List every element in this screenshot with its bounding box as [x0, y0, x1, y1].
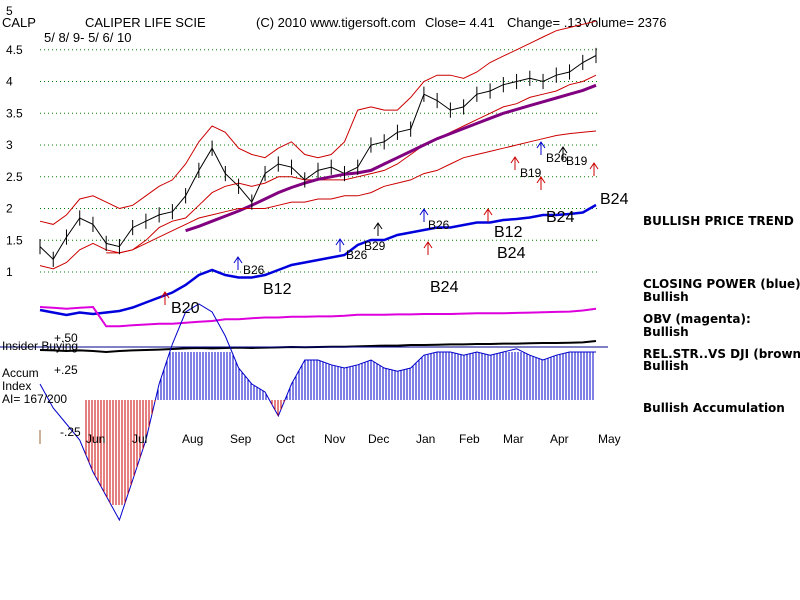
y-tick-label: 1.5	[6, 233, 23, 247]
price-axis: 4.5 4 3.5 3 2.5 2 1.5 1	[6, 43, 23, 279]
accumulation-histogram	[85, 352, 594, 505]
obv-label: OBV (magenta):	[643, 312, 751, 326]
date-range: 5/ 8/ 9- 5/ 6/ 10	[44, 30, 131, 45]
month-label: Sep	[230, 432, 252, 446]
accumulation-label: Bullish Accumulation	[643, 401, 785, 415]
signal-label: B24	[497, 245, 526, 262]
relstr-label: REL.STR..VS DJI (brown):	[643, 347, 800, 361]
accum-label-3: AI= 167/200	[2, 392, 67, 406]
month-label: Oct	[276, 432, 295, 446]
month-label: Mar	[503, 432, 524, 446]
trend-label: BULLISH PRICE TREND	[643, 214, 794, 228]
signal-arrow-head	[160, 291, 170, 299]
price-bars	[39, 47, 597, 267]
signal-label: B26	[428, 218, 450, 232]
plus25-label: +.25	[54, 363, 78, 377]
y-tick-label: 4	[6, 75, 13, 89]
month-label: Apr	[550, 432, 569, 446]
signal-arrow-head	[423, 241, 433, 249]
signal-label: B19	[566, 154, 588, 168]
copyright: (C) 2010 www.tigersoft.com	[256, 15, 416, 30]
closing-power-value: Bullish	[643, 290, 689, 304]
month-label: Nov	[324, 432, 345, 446]
y-tick-label: 2	[6, 202, 13, 216]
plus50-label: +.50	[54, 331, 78, 345]
month-label: Jun	[86, 432, 105, 446]
close-value: Close= 4.41	[425, 15, 495, 30]
y-tick-label: 2.5	[6, 170, 23, 184]
price-gridlines	[40, 49, 600, 273]
month-label: Aug	[182, 432, 203, 446]
month-label: Dec	[368, 432, 389, 446]
signal-arrow-head	[510, 156, 520, 164]
y-tick-label: 3.5	[6, 106, 23, 120]
signal-label: B20	[171, 300, 200, 317]
signal-label: B26	[546, 151, 568, 165]
month-label: Jan	[416, 432, 435, 446]
accum-label-1: Accum	[2, 366, 39, 380]
y-tick-label: 3	[6, 138, 13, 152]
y-tick-label: 1	[6, 265, 13, 279]
signal-arrow-head	[558, 146, 568, 154]
signal-arrow-head	[335, 238, 345, 246]
change-value: Change= .13	[507, 15, 582, 30]
series-accum-index	[39, 303, 596, 522]
series-upper-band	[39, 20, 597, 225]
signal-arrow-head	[419, 208, 429, 216]
signal-arrow-head	[536, 141, 546, 149]
obv-value: Bullish	[643, 325, 689, 339]
signal-label: B12	[494, 224, 523, 241]
signal-arrow-head	[233, 256, 243, 264]
company-name: CALIPER LIFE SCIE	[85, 15, 206, 30]
signal-arrows	[160, 141, 599, 305]
closing-power-label: CLOSING POWER (blue):	[643, 277, 800, 291]
accum-label-2: Index	[2, 379, 31, 393]
signal-label: B29	[364, 239, 386, 253]
signal-arrow-head	[483, 208, 493, 216]
month-label: Feb	[459, 432, 480, 446]
signal-arrow-head	[589, 162, 599, 170]
signal-label: B26	[243, 263, 265, 277]
series-lower-trend-band	[106, 130, 597, 254]
month-label: May	[598, 432, 621, 446]
month-axis: Jun Jul Aug Sep Oct Nov Dec Jan Feb Mar Apr May	[86, 432, 621, 446]
series-65-dma	[185, 83, 597, 233]
y-tick-label: 4.5	[6, 43, 23, 57]
series-closing-power-blue	[39, 203, 597, 317]
series-layer	[39, 20, 597, 522]
signal-arrow-head	[373, 222, 383, 230]
relstr-value: Bullish	[643, 359, 689, 373]
signal-arrow-head	[536, 176, 546, 184]
symbol: CALP	[2, 15, 36, 30]
signal-label: B19	[520, 166, 542, 180]
signal-label: B26	[346, 248, 368, 262]
series-obv-magenta	[39, 305, 597, 328]
signal-label: B12	[263, 281, 292, 298]
signal-label: B24	[546, 209, 575, 226]
signal-label: B24	[430, 279, 459, 296]
minus25-label: -.25	[60, 425, 81, 439]
month-label: Jul	[132, 432, 147, 446]
signal-label: B24	[600, 191, 629, 208]
volume-value: Volume= 2376	[583, 15, 666, 30]
top-tick-label: 5	[6, 4, 13, 18]
insider-buying-label: Insider Buying	[2, 339, 78, 353]
